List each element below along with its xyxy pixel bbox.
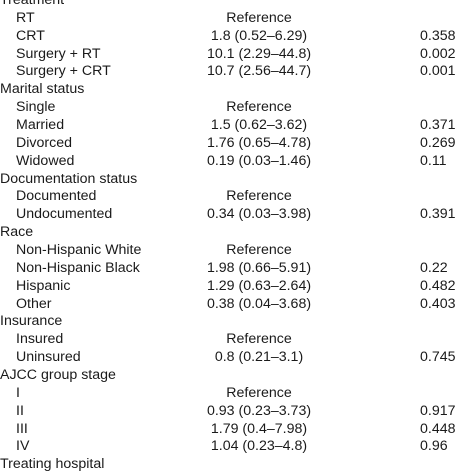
table-row: II 0.93 (0.23–3.73) 0.917 xyxy=(0,403,474,421)
p-value-cell: 0.001 xyxy=(420,63,456,80)
table-row: Insured Reference xyxy=(0,331,474,349)
row-label: Non-Hispanic White xyxy=(16,242,142,259)
p-value-cell: 0.371 xyxy=(420,117,456,134)
section-label: Insurance xyxy=(0,313,63,330)
row-label: Surgery + RT xyxy=(16,45,101,62)
row-label: IV xyxy=(16,438,30,455)
row-label: Married xyxy=(16,117,65,134)
section-header-row: Treating hospital xyxy=(0,456,474,474)
table-row: Widowed 0.19 (0.03–1.46) 0.11 xyxy=(0,153,474,171)
table-row: Undocumented 0.34 (0.03–3.98) 0.391 xyxy=(0,206,474,224)
row-label: Insured xyxy=(16,331,64,348)
row-label: Other xyxy=(16,295,52,312)
section-header-row: Marital status xyxy=(0,81,474,99)
p-value-cell: 0.22 xyxy=(420,259,448,276)
hazard-ratio-cell: 0.34 (0.03–3.98) xyxy=(206,206,312,223)
row-label: Widowed xyxy=(16,152,75,169)
row-label: Single xyxy=(16,99,56,116)
p-value-cell: 0.917 xyxy=(420,402,456,419)
row-label: Divorced xyxy=(16,134,72,151)
hazard-ratio-cell: Reference xyxy=(226,331,292,348)
hazard-ratio-cell: Reference xyxy=(226,384,292,401)
section-header-row: Race xyxy=(0,224,474,242)
hazard-ratio-cell: 1.5 (0.62–3.62) xyxy=(210,117,308,134)
section-header-row: AJCC group stage xyxy=(0,367,474,385)
row-label: Hispanic xyxy=(16,277,71,294)
p-value-cell: 0.11 xyxy=(420,152,447,169)
table-row: Divorced 1.76 (0.65–4.78) 0.269 xyxy=(0,135,474,153)
table-row: Non-Hispanic White Reference xyxy=(0,242,474,260)
section-label: AJCC group stage xyxy=(0,367,116,384)
table-row: Hispanic 1.29 (0.63–2.64) 0.482 xyxy=(0,278,474,296)
p-value-cell: 0.002 xyxy=(420,45,456,62)
p-value-cell: 0.391 xyxy=(420,206,456,223)
hazard-ratio-cell: Reference xyxy=(226,242,292,259)
row-label: Documented xyxy=(16,188,97,205)
hazard-ratio-cell: Reference xyxy=(226,188,292,205)
table-row: Surgery + CRT 10.7 (2.56–44.7) 0.001 xyxy=(0,63,474,81)
row-label: Non-Hispanic Black xyxy=(16,259,140,276)
hazard-ratio-cell: 1.98 (0.66–5.91) xyxy=(206,259,312,276)
table-row: Married 1.5 (0.62–3.62) 0.371 xyxy=(0,117,474,135)
table-row: Non-Hispanic Black 1.98 (0.66–5.91) 0.22 xyxy=(0,260,474,278)
p-value-cell: 0.745 xyxy=(420,349,456,366)
table-row: Other 0.38 (0.04–3.68) 0.403 xyxy=(0,296,474,314)
section-header-row: Treatment xyxy=(0,0,474,10)
row-label: Uninsured xyxy=(16,349,81,366)
row-label: III xyxy=(16,420,28,437)
hazard-ratio-cell: Reference xyxy=(226,99,292,116)
row-label: Undocumented xyxy=(16,206,113,223)
row-label: II xyxy=(16,402,24,419)
hazard-ratio-cell: 1.76 (0.65–4.78) xyxy=(206,134,312,151)
row-label: CRT xyxy=(16,27,45,44)
hazard-ratio-cell: 0.38 (0.04–3.68) xyxy=(206,295,312,312)
p-value-cell: 0.403 xyxy=(420,295,456,312)
section-header-row: Insurance xyxy=(0,313,474,331)
hazard-ratio-cell: 1.29 (0.63–2.64) xyxy=(206,277,312,294)
table-row: RT Reference xyxy=(0,10,474,28)
hazard-ratio-cell: 0.93 (0.23–3.73) xyxy=(206,402,312,419)
p-value-cell: 0.482 xyxy=(420,277,456,294)
p-value-cell: 0.269 xyxy=(420,134,456,151)
table-row: Uninsured 0.8 (0.21–3.1) 0.745 xyxy=(0,349,474,367)
section-label: Marital status xyxy=(0,81,85,98)
table-row: CRT 1.8 (0.52–6.29) 0.358 xyxy=(0,28,474,46)
hazard-ratio-cell: Reference xyxy=(226,9,292,26)
table-row: I Reference xyxy=(0,385,474,403)
table-row: Single Reference xyxy=(0,99,474,117)
section-header-row: Documentation status xyxy=(0,171,474,189)
row-label: Surgery + CRT xyxy=(16,63,111,80)
p-value-cell: 0.96 xyxy=(420,438,448,455)
section-label: Race xyxy=(0,224,34,241)
table-row: III 1.79 (0.4–7.98) 0.448 xyxy=(0,421,474,439)
hazard-ratio-cell: 0.19 (0.03–1.46) xyxy=(206,152,312,169)
p-value-cell: 0.448 xyxy=(420,420,456,437)
row-label: I xyxy=(16,384,20,401)
hazard-ratio-cell: 1.04 (0.23–4.8) xyxy=(210,438,308,455)
table-row: Surgery + RT 10.1 (2.29–44.8) 0.002 xyxy=(0,46,474,64)
hazard-ratio-cell: 10.1 (2.29–44.8) xyxy=(206,45,312,62)
section-label: Treatment xyxy=(0,0,65,8)
section-label: Treating hospital xyxy=(0,456,105,473)
row-label: RT xyxy=(16,9,35,26)
hazard-ratio-cell: 1.79 (0.4–7.98) xyxy=(210,420,308,437)
section-label: Documentation status xyxy=(0,170,138,187)
table-row: Documented Reference xyxy=(0,188,474,206)
hazard-ratio-cell: 1.8 (0.52–6.29) xyxy=(210,27,308,44)
p-value-cell: 0.358 xyxy=(420,27,456,44)
hazard-ratio-cell: 0.8 (0.21–3.1) xyxy=(214,349,304,366)
hazard-ratio-cell: 10.7 (2.56–44.7) xyxy=(206,63,312,80)
table-row: IV 1.04 (0.23–4.8) 0.96 xyxy=(0,438,474,456)
